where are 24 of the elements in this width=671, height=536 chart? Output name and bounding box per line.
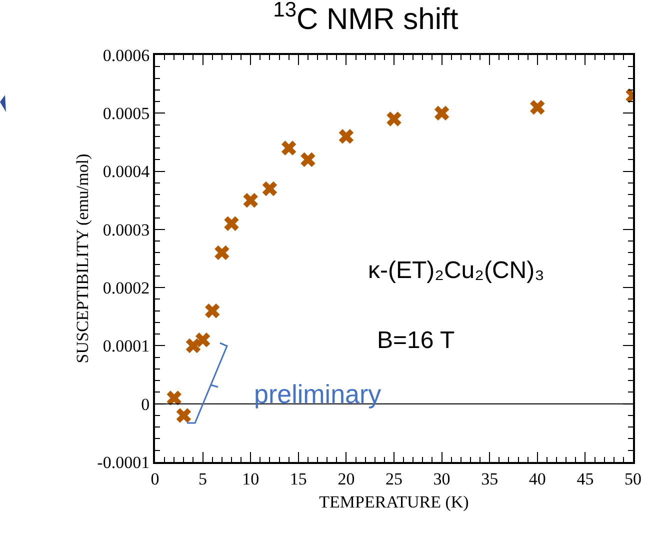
y-tick-label: 0.0003 [102, 220, 150, 240]
x-axis-title: TEMPERATURE (K) [319, 492, 469, 512]
y-tick-label: 0.0005 [102, 104, 150, 124]
x-tick-label: 30 [433, 469, 450, 488]
y-tick-label: 0.0002 [102, 278, 150, 298]
y-tick-label: 0.0001 [102, 336, 150, 356]
x-tick-label: 15 [290, 469, 307, 488]
x-tick-label: 5 [198, 469, 208, 488]
x-tick-label: 50 [624, 469, 642, 488]
y-tick-label: 0 [141, 394, 150, 414]
x-tick-label: 45 [576, 469, 594, 488]
annotation: preliminary [254, 379, 382, 409]
y-tick-label: -0.0001 [97, 452, 150, 472]
x-tick-label: 40 [528, 469, 546, 488]
x-tick-label: 20 [338, 469, 355, 488]
annotation: B=16 T [377, 327, 455, 354]
chart-title: $^{13}$C NMR shift [273, 0, 459, 36]
x-tick-label: 25 [386, 469, 402, 488]
y-tick-label: 0.0004 [102, 162, 150, 182]
annotation: κ-(ET)₂Cu₂(CN)₃ [368, 257, 544, 284]
y-axis-title: SUSCEPTIBILITY (emu/mol) [73, 154, 92, 364]
x-tick-label: 35 [481, 469, 498, 488]
x-tick-label: 10 [242, 469, 260, 488]
y-tick-label: 0.0006 [102, 46, 150, 65]
